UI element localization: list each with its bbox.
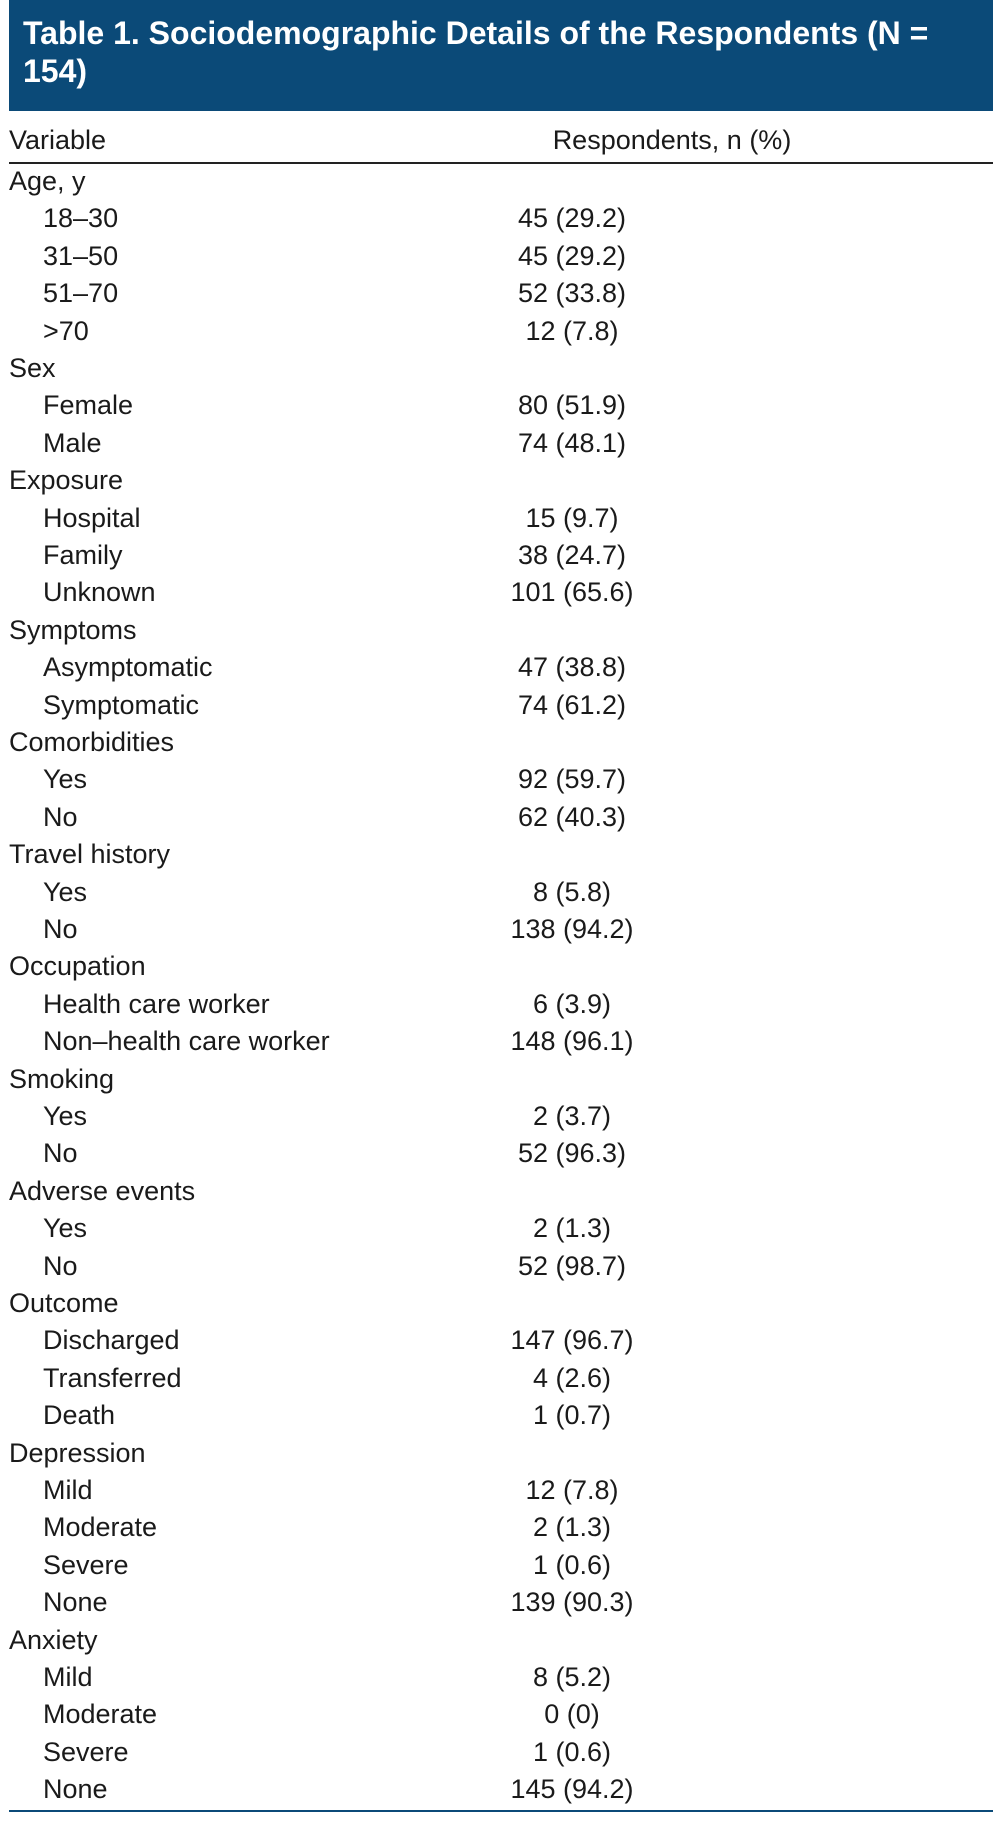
row-label: Yes (43, 876, 88, 907)
row-label: Female (43, 390, 134, 421)
row-label: Discharged (43, 1325, 180, 1356)
row-label: None (43, 1587, 108, 1618)
section-label: Smoking (9, 1063, 115, 1094)
row-value: 0 (0) (544, 1699, 600, 1730)
row-label: 18–30 (43, 203, 119, 234)
row-value: 101 (65.6) (510, 577, 634, 608)
section-label: Outcome (9, 1288, 119, 1318)
header-cell: Respondents, n (%) (552, 125, 792, 155)
row-value: 52 (98.7) (517, 1250, 627, 1281)
row-value: 38 (24.7) (517, 540, 627, 570)
row-value: 4 (2.6) (532, 1362, 612, 1393)
row-label: Transferred (43, 1362, 182, 1393)
row-value: 6 (3.9) (532, 988, 612, 1019)
table-title: Table 1. Sociodemographic Details of the… (23, 15, 929, 89)
row-value: 147 (96.7) (510, 1325, 634, 1356)
section-label: Comorbidities (9, 727, 175, 757)
row-label: Unknown (43, 577, 156, 608)
row-label: Health care worker (43, 988, 270, 1019)
row-value: 92 (59.7) (517, 764, 627, 795)
row-value: 1 (0.6) (532, 1736, 612, 1767)
row-value: 52 (33.8) (517, 278, 627, 309)
header-rule (9, 162, 993, 164)
row-value: 8 (5.8) (532, 876, 612, 907)
row-value: 12 (7.8) (525, 1475, 619, 1505)
row-label: Moderate (43, 1699, 158, 1730)
row-value: 74 (61.2) (517, 689, 627, 720)
section-label: Symptoms (9, 614, 137, 645)
bottom-rule (9, 1810, 993, 1812)
row-value: 139 (90.3) (510, 1587, 634, 1618)
row-label: Yes (43, 764, 88, 795)
row-value: 2 (1.3) (532, 1512, 612, 1543)
section-label: Depression (9, 1437, 146, 1468)
row-label: Yes (43, 1101, 88, 1131)
row-value: 1 (0.6) (532, 1549, 612, 1580)
row-label: Severe (43, 1549, 129, 1580)
row-label: 51–70 (43, 278, 119, 309)
row-label: Asymptomatic (43, 652, 213, 683)
title-bar: Table 1. Sociodemographic Details of the… (9, 0, 993, 111)
row-value: 15 (9.7) (525, 502, 619, 533)
row-value: 45 (29.2) (517, 203, 627, 234)
section-label: Exposure (9, 465, 124, 496)
row-label: No (43, 801, 78, 832)
row-label: None (43, 1774, 108, 1805)
row-label: 31–50 (43, 240, 119, 271)
row-value: 47 (38.8) (517, 652, 627, 683)
row-label: Symptomatic (43, 689, 200, 720)
row-value: 80 (51.9) (517, 390, 627, 421)
section-label: Travel history (9, 839, 171, 870)
row-value: 74 (48.1) (517, 427, 627, 458)
row-label: No (43, 1138, 78, 1169)
row-label: Male (43, 427, 102, 458)
row-label: Moderate (43, 1512, 158, 1543)
row-label: No (43, 914, 78, 944)
row-label: Mild (43, 1475, 93, 1505)
row-label: Family (43, 540, 123, 570)
row-label: No (43, 1250, 78, 1281)
row-value: 148 (96.1) (510, 1026, 634, 1057)
row-value: 45 (29.2) (517, 240, 627, 271)
row-value: 145 (94.2) (510, 1774, 634, 1805)
row-value: 12 (7.8) (525, 315, 619, 346)
row-label: Severe (43, 1736, 129, 1767)
row-label: >70 (43, 315, 89, 346)
row-value: 138 (94.2) (510, 914, 634, 944)
section-label: Adverse events (9, 1175, 196, 1206)
row-label: Non–health care worker (43, 1026, 330, 1057)
section-label: Sex (9, 353, 56, 383)
section-label: Occupation (9, 951, 146, 982)
header-cell: Variable (9, 125, 107, 155)
row-value: 62 (40.3) (517, 801, 627, 832)
row-value: 2 (3.7) (532, 1101, 612, 1131)
row-label: Mild (43, 1662, 93, 1692)
row-value: 1 (0.7) (532, 1400, 612, 1431)
row-label: Hospital (43, 502, 141, 533)
row-value: 52 (96.3) (517, 1138, 627, 1169)
section-label: Age, y (9, 166, 86, 196)
row-label: Yes (43, 1213, 88, 1244)
row-label: Death (43, 1400, 116, 1431)
row-value: 2 (1.3) (532, 1213, 612, 1244)
row-value: 8 (5.2) (532, 1662, 612, 1692)
section-label: Anxiety (9, 1624, 98, 1655)
